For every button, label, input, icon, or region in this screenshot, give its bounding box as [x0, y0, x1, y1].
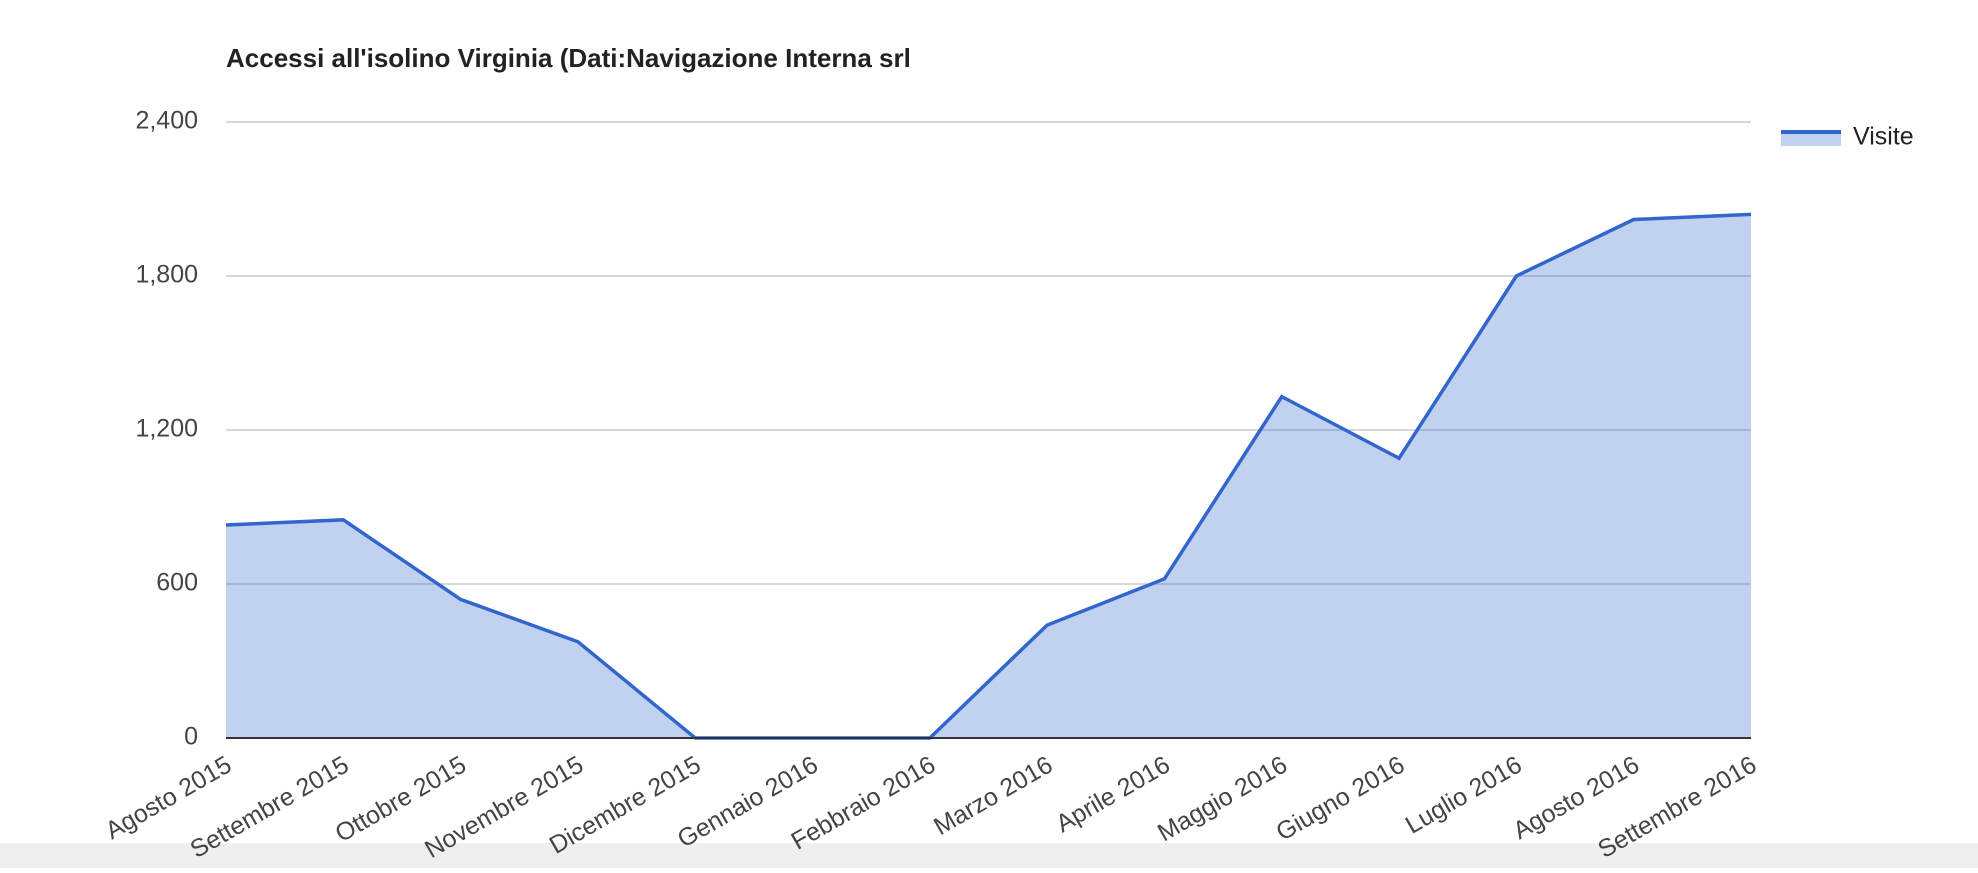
- x-tick-label: Luglio 2016: [1401, 751, 1527, 840]
- x-tick-label: Marzo 2016: [929, 751, 1057, 841]
- y-tick-label: 1,800: [135, 261, 198, 289]
- y-tick-label: 1,200: [135, 415, 198, 443]
- window-edge: [0, 843, 1978, 868]
- legend-swatch: [1781, 132, 1841, 146]
- y-tick-label: 2,400: [135, 107, 198, 135]
- x-tick-label: Maggio 2016: [1153, 751, 1292, 848]
- y-tick-label: 0: [184, 723, 198, 751]
- area-line: [225, 212, 1752, 740]
- chart-title: Accessi all'isolino Virginia (Dati:Navig…: [226, 43, 911, 73]
- x-tick-label: Giugno 2016: [1271, 751, 1409, 847]
- legend-label: Visite: [1853, 123, 1914, 151]
- area-fill: [226, 214, 1751, 738]
- y-tick-label: 600: [156, 569, 198, 597]
